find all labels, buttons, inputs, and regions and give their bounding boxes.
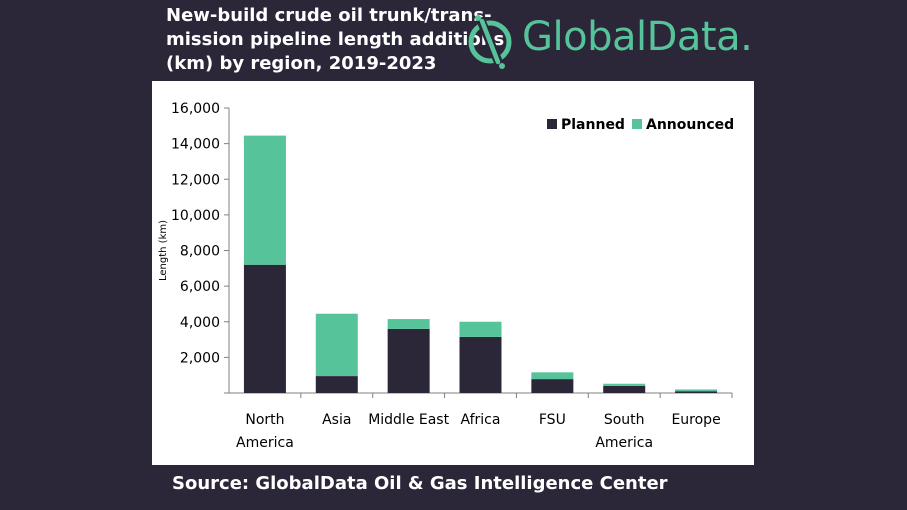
globaldata-logo: GlobalData. (466, 12, 766, 70)
bar-announced-2 (387, 319, 430, 329)
x-tick-label: America (236, 435, 294, 451)
bar-planned-4 (531, 379, 574, 393)
bar-planned-0 (243, 264, 286, 393)
y-tick-label: 12,000 (171, 172, 220, 188)
x-tick-label: North (245, 412, 284, 428)
bar-announced-0 (243, 135, 286, 265)
bar-announced-3 (459, 321, 502, 337)
source-note: Source: GlobalData Oil & Gas Intelligenc… (172, 473, 668, 494)
x-tick-label: Middle East (368, 412, 449, 428)
x-tick-label: Africa (461, 412, 501, 428)
bar-planned-5 (603, 385, 646, 393)
bar-planned-3 (459, 336, 502, 393)
legend-label-announced: Announced (646, 117, 734, 133)
x-tick-label: Asia (322, 412, 351, 428)
title-line-2: mission pipeline length additions (166, 29, 505, 50)
chart-panel: 16,000 14,000 12,000 10,000 8,000 6,000 4,000 2… (152, 81, 754, 465)
title-line-3: (km) by region, 2019-2023 (166, 53, 437, 74)
y-tick-label: 2,000 (180, 350, 220, 366)
y-tick-label: 10,000 (171, 208, 220, 224)
x-tick-label: Europe (671, 412, 720, 428)
stacked-bar-chart: 16,000 14,000 12,000 10,000 8,000 6,000 4,000 2… (158, 101, 734, 451)
bar-planned-1 (315, 376, 358, 393)
y-tick-label: 4,000 (180, 315, 220, 331)
bar-planned-6 (675, 391, 718, 393)
y-tick-label: 8,000 (180, 244, 220, 260)
bar-announced-4 (531, 372, 574, 380)
title-line-1: New-build crude oil trunk/trans- (166, 5, 492, 26)
bar-planned-2 (387, 328, 430, 393)
y-tick-label: 6,000 (180, 279, 220, 295)
chart-title: New-build crude oil trunk/trans- mission… (166, 4, 505, 76)
y-axis-label: Length (km) (158, 220, 169, 281)
bar-announced-6 (675, 389, 718, 392)
y-tick-label: 16,000 (171, 101, 220, 117)
legend-label-planned: Planned (561, 117, 625, 133)
logo-text: GlobalData. (522, 14, 753, 60)
x-tick-label: South (604, 412, 645, 428)
legend-swatch-announced (632, 119, 642, 129)
bar-announced-5 (603, 383, 646, 386)
x-tick-label: FSU (539, 412, 566, 428)
bar-announced-1 (315, 313, 358, 377)
x-tick-label: America (595, 435, 653, 451)
globaldata-logo-icon (468, 15, 512, 69)
y-tick-label: 14,000 (171, 137, 220, 153)
legend-swatch-planned (547, 119, 557, 129)
